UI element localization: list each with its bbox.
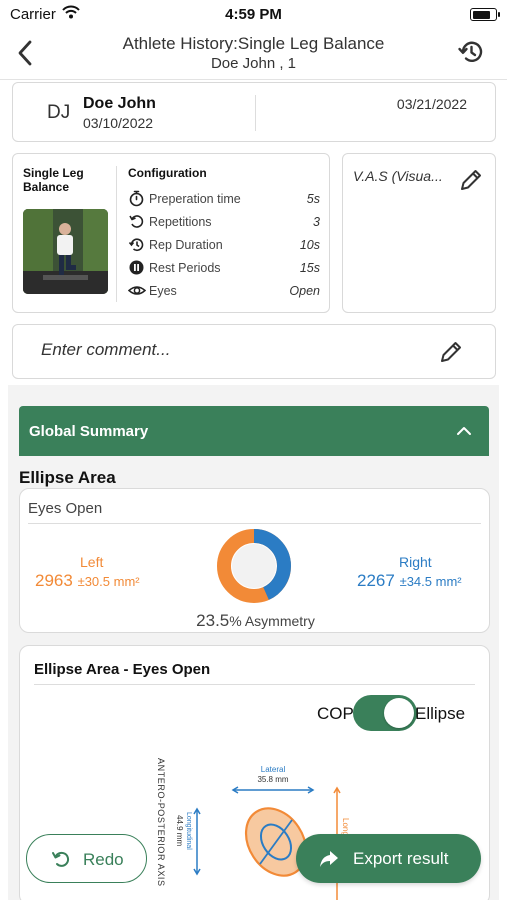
configuration-title: Configuration [128, 166, 207, 180]
right-longitudinal-label: Long [341, 818, 350, 836]
redo-button[interactable]: Redo [26, 834, 147, 883]
left-value-number: 2963 [35, 571, 73, 590]
toggle-knob [384, 698, 414, 728]
history-icon[interactable] [457, 38, 485, 66]
wifi-icon [62, 5, 80, 24]
global-summary-header[interactable]: Global Summary [19, 406, 489, 456]
longitudinal-label: Longitudinal [185, 812, 192, 850]
redo-icon [51, 849, 71, 869]
section-title: Ellipse Area [19, 468, 116, 487]
longitudinal-value: 44.9 mm [175, 815, 184, 846]
right-value-number: 2267 [357, 571, 395, 590]
pencil-icon[interactable] [437, 338, 465, 366]
status-bar: Carrier 4:59 PM [0, 0, 507, 28]
test-name: Single Leg Balance [23, 166, 84, 194]
navigation-bar: Athlete History:Single Leg Balance Doe J… [0, 28, 507, 80]
config-row-rep-duration: Rep Duration 10s [128, 235, 320, 255]
comment-field[interactable]: Enter comment... [12, 324, 496, 379]
chevron-up-icon[interactable] [455, 422, 473, 440]
cop-label: COP [317, 704, 354, 723]
vas-card[interactable]: V.A.S (Visua... [342, 153, 496, 313]
pencil-icon[interactable] [457, 166, 485, 194]
session-date: 03/21/2022 [396, 96, 467, 112]
asymmetry-text: 23.5% Asymmetry [20, 611, 491, 631]
donut-right-segment [217, 529, 291, 603]
left-label: Left [80, 554, 104, 570]
config-row-preparation: Preperation time 5s [128, 189, 320, 209]
pause-icon [128, 259, 145, 276]
config-label: Rep Duration [149, 238, 223, 252]
left-value: 2963 ±30.5 mm² [35, 571, 140, 591]
export-result-button[interactable]: Export result [296, 834, 481, 883]
config-value: 3 [313, 215, 320, 229]
battery-icon [470, 8, 500, 21]
page-subtitle: Doe John , 1 [210, 55, 297, 72]
ellipse-label: Ellipse [415, 704, 466, 723]
config-label: Repetitions [149, 215, 212, 229]
carrier-label: Carrier [10, 6, 56, 23]
comment-placeholder: Enter comment... [41, 340, 171, 359]
test-photo [23, 209, 108, 294]
config-value: 5s [306, 192, 320, 206]
asymmetry-value: 23.5 [196, 611, 230, 630]
lateral-label: Lateral [261, 765, 286, 774]
config-label: Rest Periods [149, 261, 221, 275]
card-title: Eyes Open [28, 500, 103, 517]
clock: 4:59 PM [225, 6, 282, 23]
athlete-card: DJ Doe John 03/10/2022 03/21/2022 [12, 82, 496, 142]
divider [116, 166, 117, 302]
config-label: Preperation time [149, 192, 241, 206]
chevron-left-icon[interactable] [12, 38, 40, 68]
graph-title: Ellipse Area - Eyes Open [34, 661, 211, 678]
cop-ellipse-toggle[interactable] [353, 695, 417, 731]
right-label: Right [399, 554, 432, 570]
test-config-card: Single Leg Balance Configuration Prepera… [12, 153, 330, 313]
config-value: Open [289, 284, 320, 298]
stopwatch-icon [128, 190, 145, 207]
asymmetry-suffix: % Asymmetry [229, 613, 315, 629]
asymmetry-donut-chart [217, 529, 291, 603]
page-title: Athlete History:Single Leg Balance [122, 34, 385, 53]
athlete-name: Doe John [83, 95, 156, 112]
athlete-birthdate: 03/10/2022 [83, 115, 154, 131]
config-row-rest-periods: Rest Periods 15s [128, 258, 320, 278]
left-value-sd: ±30.5 mm² [77, 574, 140, 589]
avatar: DJ [47, 102, 71, 123]
redo-label: Redo [83, 850, 124, 869]
axis-label: ANTERO-POSTERIOR AXIS [156, 758, 166, 887]
divider [34, 684, 475, 685]
config-value: 10s [299, 238, 320, 252]
export-result-label: Export result [353, 849, 449, 868]
lateral-value: 35.8 mm [257, 775, 288, 784]
share-arrow-icon [318, 849, 340, 869]
right-value: 2267 ±34.5 mm² [357, 571, 462, 591]
right-value-sd: ±34.5 mm² [399, 574, 462, 589]
divider [28, 523, 481, 524]
vas-label: V.A.S (Visua... [353, 168, 443, 184]
config-row-repetitions: Repetitions 3 [128, 212, 320, 232]
config-value: 15s [299, 261, 320, 275]
divider [255, 95, 256, 131]
stabilogram-plot: ANTERO-POSTERIOR AXIS Longitudinal 44.9 … [156, 758, 350, 900]
ellipse-area-card: Eyes Open Left 2963 ±30.5 mm² Right 2267… [19, 488, 490, 633]
config-label: Eyes [149, 284, 177, 298]
global-summary-title: Global Summary [29, 423, 149, 440]
eye-icon [127, 282, 147, 299]
repeat-icon [128, 213, 145, 230]
history-icon [128, 236, 145, 253]
config-row-eyes: Eyes Open [127, 281, 320, 301]
